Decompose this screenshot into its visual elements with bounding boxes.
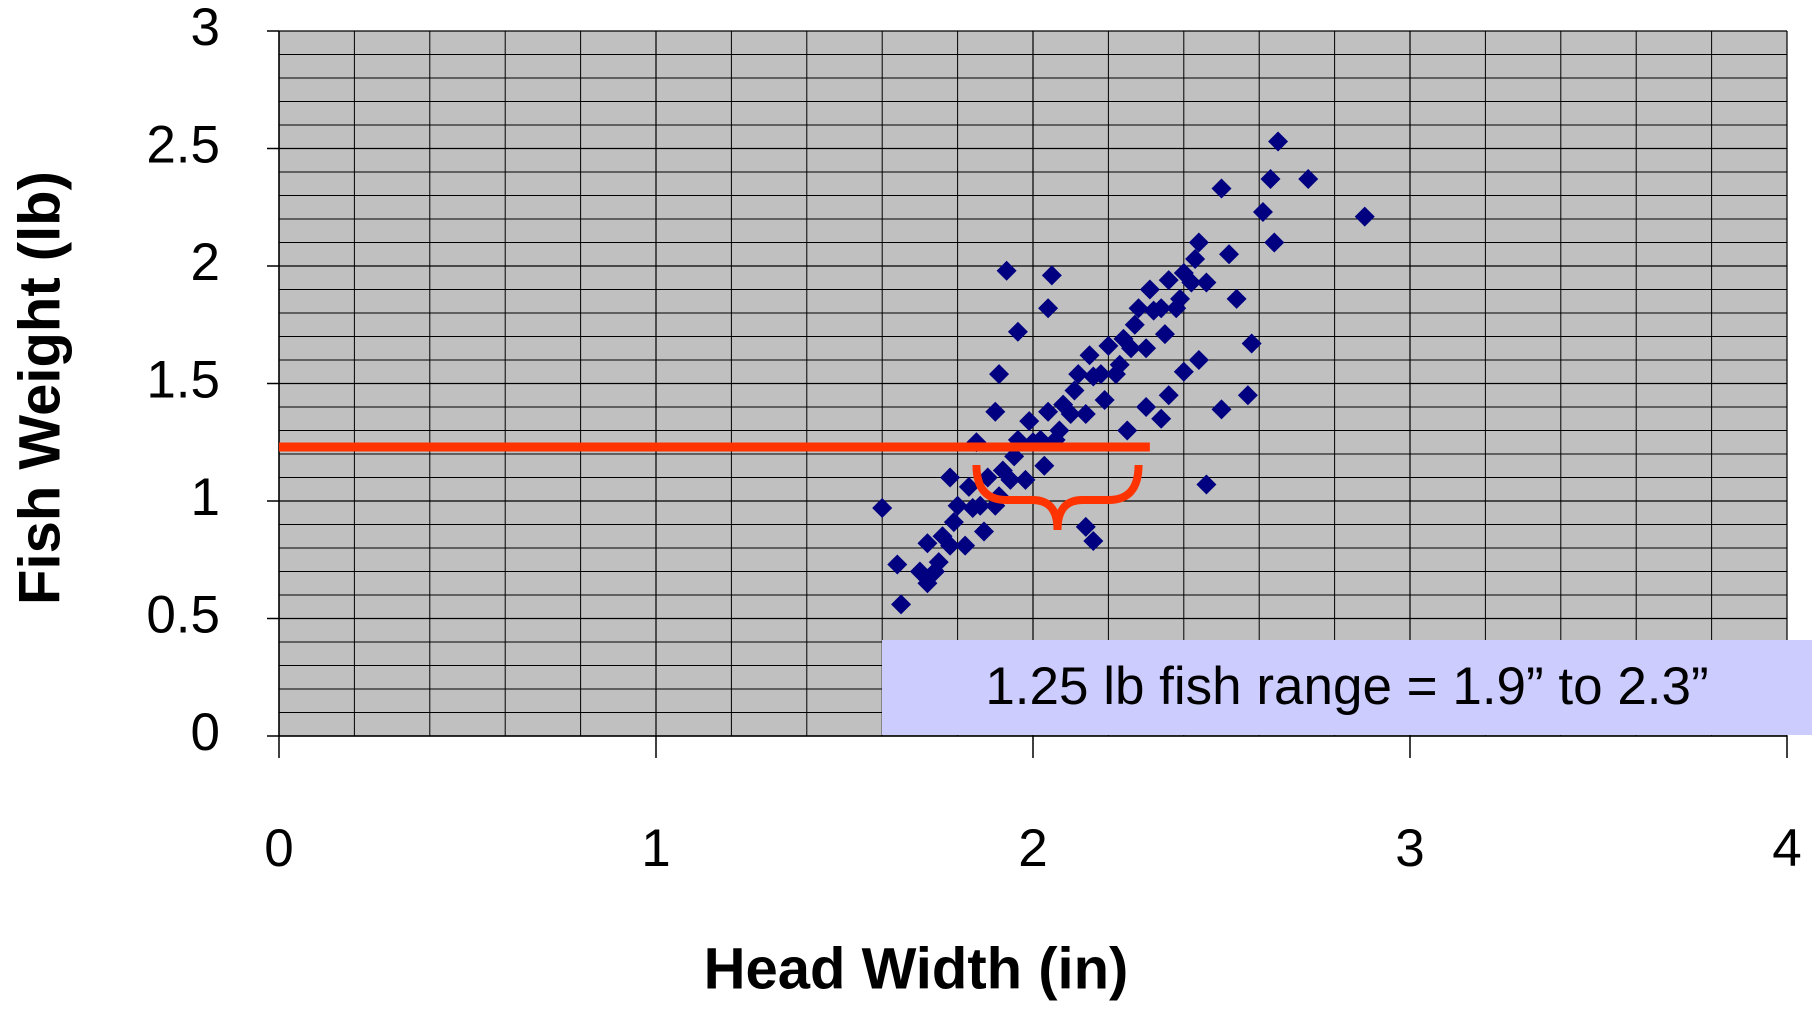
point (1196, 272, 1217, 293)
y-axis-title: Fish Weight (lb) (7, 171, 72, 605)
point (1117, 420, 1138, 441)
x-tick-label: 1 (641, 819, 670, 878)
point (985, 401, 1006, 422)
x-axis-title: Head Width (in) (704, 936, 1129, 1001)
point (958, 476, 979, 497)
point (1151, 408, 1172, 429)
point (1034, 455, 1055, 476)
point (1121, 338, 1142, 359)
point (1252, 201, 1273, 222)
point (1211, 399, 1232, 420)
point (887, 554, 908, 575)
point (1090, 364, 1111, 385)
point (1188, 350, 1209, 370)
point (1064, 380, 1085, 401)
y-tick-label: 3 (191, 0, 220, 57)
point (1019, 411, 1040, 432)
point (1173, 361, 1194, 382)
point (1075, 404, 1096, 425)
point (1136, 338, 1157, 359)
point (1226, 288, 1247, 309)
point (1151, 298, 1172, 319)
point (1079, 345, 1100, 366)
y-tick-label: 1 (191, 468, 220, 527)
point (1124, 314, 1145, 335)
point (917, 533, 938, 554)
x-tick-label: 4 (1772, 819, 1801, 878)
point (872, 498, 893, 519)
point (1075, 516, 1096, 537)
point (1083, 530, 1104, 551)
point (1219, 244, 1240, 265)
point (1128, 298, 1149, 319)
point (1237, 385, 1258, 406)
point (1268, 131, 1289, 152)
point (1158, 270, 1179, 291)
brace (972, 464, 1143, 531)
point (1060, 404, 1081, 425)
y-tick-label: 1.5 (146, 351, 220, 410)
point (1354, 206, 1375, 227)
point (1038, 401, 1059, 422)
point (996, 260, 1017, 281)
point (940, 535, 961, 556)
annotation-box (882, 640, 1812, 735)
point (1154, 324, 1175, 345)
point (1298, 169, 1319, 190)
y-tick-label: 2.5 (146, 116, 220, 175)
point (1098, 335, 1119, 356)
point (1264, 232, 1285, 253)
point (947, 495, 968, 516)
y-tick-label: 0 (191, 703, 220, 762)
x-tick-label: 0 (264, 819, 293, 878)
point (1038, 298, 1059, 319)
point (1015, 469, 1036, 490)
point (940, 467, 961, 488)
point (1068, 364, 1089, 385)
point (1007, 321, 1028, 342)
point (973, 521, 994, 542)
point (1241, 333, 1262, 354)
point (1109, 354, 1130, 375)
point (909, 561, 930, 582)
x-tick-label: 3 (1395, 819, 1424, 878)
point (1049, 420, 1070, 441)
point (943, 512, 964, 533)
point (891, 594, 912, 615)
point (970, 495, 991, 516)
point (1136, 397, 1157, 417)
point (1185, 248, 1206, 269)
point (1196, 474, 1217, 495)
point (1000, 469, 1021, 490)
y-tick-label: 0.5 (146, 586, 220, 645)
point (989, 364, 1010, 385)
point (1170, 288, 1191, 309)
x-tick-label: 2 (1018, 819, 1047, 878)
point (1188, 232, 1209, 253)
point (1158, 385, 1179, 406)
point (1094, 389, 1115, 410)
point (1181, 272, 1202, 293)
point (1211, 178, 1232, 199)
annotation: 1.25 lb fish range = 1.9” to 2.3” (985, 657, 1708, 716)
point (1260, 169, 1281, 190)
point (1041, 265, 1062, 286)
point (1139, 279, 1160, 300)
y-tick-label: 2 (191, 233, 220, 292)
point (955, 535, 976, 556)
point (928, 552, 949, 573)
